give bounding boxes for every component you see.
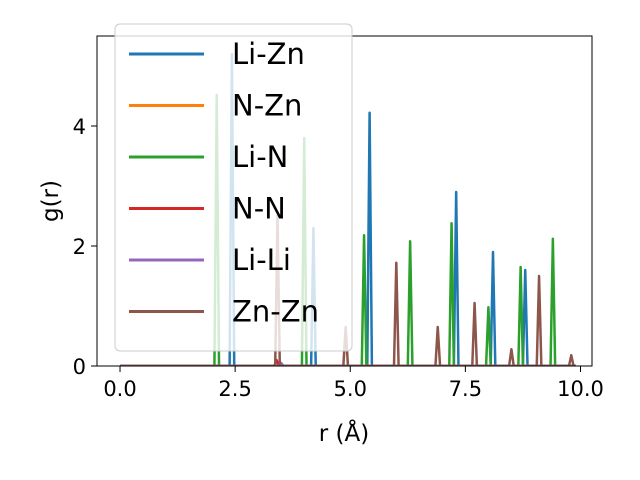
legend: Li-Zn N-Zn Li-N N-N Li-Li Zn-Zn bbox=[114, 23, 353, 352]
series-line-n-n bbox=[120, 358, 576, 366]
legend-label-n-n: N-N bbox=[232, 192, 286, 226]
x-tick-label: 10.0 bbox=[557, 377, 604, 401]
y-axis-label: g(r) bbox=[38, 180, 64, 222]
x-tick-label: 2.5 bbox=[218, 377, 251, 401]
x-tick-label: 5.0 bbox=[334, 377, 367, 401]
x-axis-label: r (Å) bbox=[319, 419, 369, 447]
x-tick-label: 7.5 bbox=[449, 377, 482, 401]
legend-label-n-zn: N-Zn bbox=[232, 89, 302, 123]
y-tick-label: 0 bbox=[73, 355, 86, 379]
y-axis: 0 2 4 bbox=[73, 115, 97, 379]
y-tick-label: 2 bbox=[73, 235, 86, 259]
legend-label-li-li: Li-Li bbox=[232, 243, 291, 277]
y-tick-label: 4 bbox=[73, 115, 86, 139]
series-line-li-li bbox=[120, 361, 576, 366]
legend-label-li-zn: Li-Zn bbox=[232, 37, 305, 71]
series-line-zn-zn bbox=[120, 214, 576, 366]
legend-label-li-n: Li-N bbox=[232, 140, 288, 174]
legend-label-zn-zn: Zn-Zn bbox=[232, 295, 319, 329]
x-tick-label: 0.0 bbox=[103, 377, 136, 401]
x-axis: 0.0 2.5 5.0 7.5 10.0 bbox=[103, 366, 604, 401]
